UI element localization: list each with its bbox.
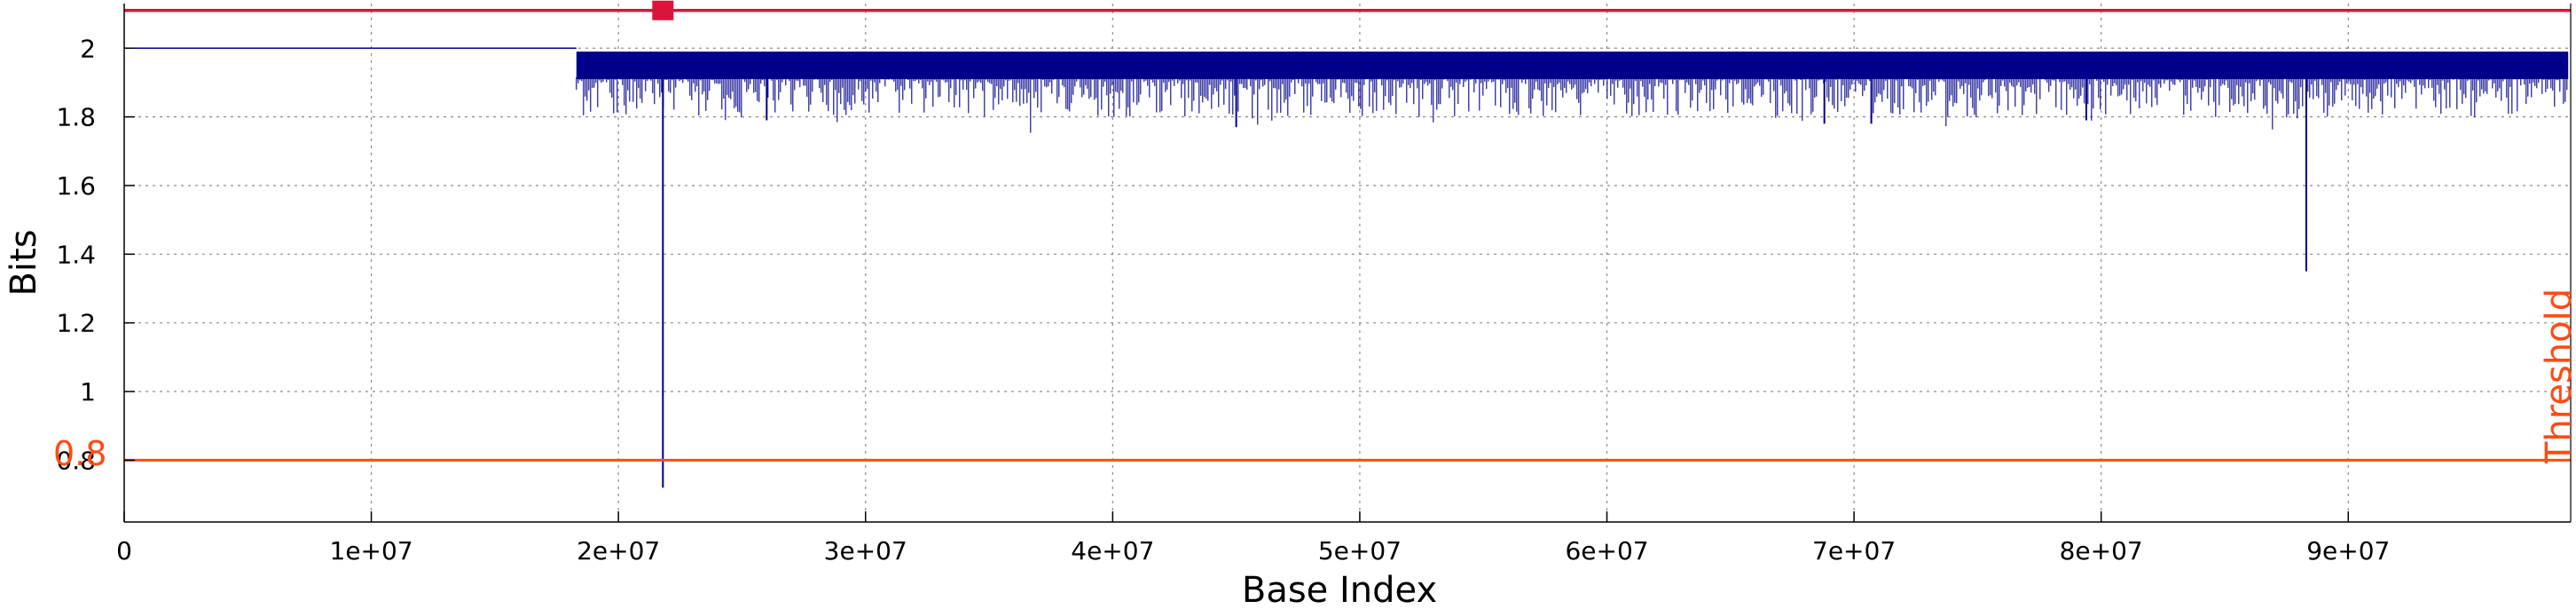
grid-layer [124,4,2571,522]
x-tick-label: 5e+07 [1318,536,1402,566]
label-layer: Base Index Bits Threshold 0.8 [4,229,2576,609]
x-tick-label: 7e+07 [1812,536,1896,566]
x-tick-label: 0 [116,536,132,566]
series-layer [124,47,2569,488]
y-tick-label: 0.8 [56,446,96,475]
x-tick-label: 8e+07 [2060,536,2143,566]
x-tick-label: 9e+07 [2306,536,2390,566]
threshold-value-label: 0.8 [53,434,106,473]
y-tick-label: 1.6 [56,171,96,201]
y-tick-label: 2 [80,34,96,63]
x-tick-label: 3e+07 [824,536,907,566]
x-tick-label: 4e+07 [1071,536,1154,566]
y-axis-title: Bits [4,229,44,296]
threshold-label: Threshold [2539,289,2576,464]
minimum-marker [652,0,674,20]
series-noise-spikes [576,77,2568,133]
axis-layer: 0 1e+07 2e+07 3e+07 4e+07 5e+07 6e+07 7e+07 8e+0… [56,4,2572,566]
x-tick-label: 1e+07 [330,536,413,566]
reference-layer [124,0,2571,462]
x-axis-title: Base Index [1242,570,1437,609]
y-tick-label: 1.4 [56,240,96,269]
y-tick-label: 1 [80,377,96,407]
x-tick-label: 2e+07 [577,536,660,566]
x-tick-label: 6e+07 [1565,536,1648,566]
y-tick-label: 1.2 [56,309,96,338]
series-dense-band [576,51,2569,80]
y-tick-label: 1.8 [56,103,96,132]
